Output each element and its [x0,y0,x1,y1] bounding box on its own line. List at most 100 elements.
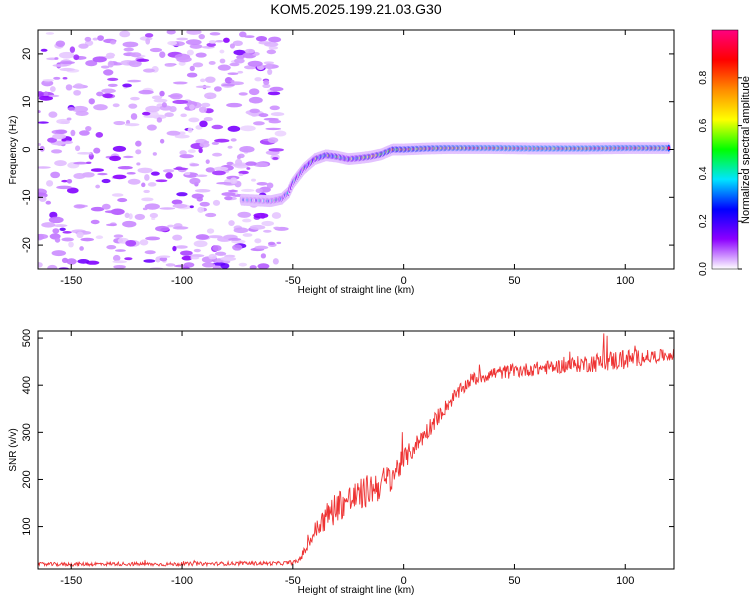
spectrogram-noise-blob [135,149,142,155]
spectrogram-noise-blob [153,98,168,103]
spectrogram-noise-blob [228,237,242,241]
spectrogram-noise-blob [253,212,269,219]
spectrogram-noise-blob [164,112,174,118]
spectrogram-noise-blob [208,253,217,260]
spectrogram-noise-blob [68,241,74,248]
spectrogram-noise-blob [268,119,282,124]
spectrogram-noise-blob [254,238,262,244]
spectrogram-noise-blob [208,60,216,65]
spectrogram-noise-blob [189,43,203,49]
spectrogram-noise-blob [237,153,245,159]
spectrogram-noise-blob [52,228,60,234]
spectrogram-y-ticks: -20 -10 0 10 20 [21,48,674,253]
spectrogram-noise-blob [112,145,127,152]
spectrogram-noise-blob [61,237,74,242]
spectrogram-noise-blob [50,171,61,179]
spectrogram-noise-blob [76,231,84,239]
spectrogram-noise-blob [117,198,128,203]
spectrogram-noise-blob [180,113,187,118]
spectrogram-noise-blob [238,92,248,96]
y-tick-label: 0 [21,146,33,152]
spectrogram-noise-blob [51,149,63,154]
spectrogram-noise-blob [187,149,196,154]
spectrogram-x-label: Height of straight line (km) [298,285,415,296]
spectrogram-noise-blob [143,259,156,263]
spectrogram-noise-blob [198,34,205,40]
spectrogram-noise-blob [51,250,67,257]
spectrogram-noise-blob [214,138,230,143]
x-tick-label: -150 [60,275,82,287]
snr-y-label: SNR (v/v) [8,428,19,471]
snr-series-line [38,333,674,568]
spectrogram-noise-blob [73,204,86,209]
spectrogram-noise-blob [236,54,245,60]
spectrogram-noise-blob [90,168,104,172]
spectrogram-noise-blob [155,256,161,263]
spectrogram-noise-blob [267,137,279,144]
x-tick-label: 0 [401,275,407,287]
spectrogram-noise-blob [267,68,273,76]
spectrogram-noise-blob [232,40,243,47]
spectrogram-noise-blob [48,94,60,98]
spectrogram-noise-blob [100,65,110,69]
spectrogram-noise-blob [47,137,57,143]
spectrogram-noise-blob [212,265,222,269]
spectrogram-noise-blob [165,172,173,179]
spectrogram-noise-blob [66,117,72,121]
spectrogram-noise-blob [224,77,233,84]
spectrogram-noise-blob [176,37,189,41]
spectrogram-noise-blob [147,182,157,187]
spectrogram-noise-blob [48,216,64,224]
spectrogram-noise-blob [143,189,150,194]
spectrogram-noise-blob [269,105,280,111]
spectrogram-noise-blob [256,181,268,186]
spectrogram-noise-blob [136,58,150,62]
spectrogram-noise-blob [265,63,273,70]
spectrogram-noise-blob [88,98,95,105]
spectrogram-noise-blob [130,113,138,120]
spectrogram-noise-blob [45,32,55,35]
x-tick-label: 100 [616,575,634,587]
spectrogram-noise-blob [124,257,133,261]
spectrogram-noise-blob [223,37,230,43]
spectrogram-noise-blob [39,145,45,152]
spectrogram-noise-blob [189,65,195,72]
spectrogram-noise-blob [237,70,244,74]
spectrogram-noise-blob [249,108,260,114]
spectrogram-noise-blob [251,178,256,182]
spectrogram-noise-blob [146,124,157,131]
spectrogram-noise-blob [54,237,61,243]
spectrogram-noise-blob [113,120,126,126]
spectrogram-noise-blob [189,163,200,167]
spectrogram-noise-blob [185,39,202,46]
spectrogram-noise-blob [158,255,171,259]
spectrogram-noise-blob [194,189,211,193]
spectrogram-noise-blob [250,112,258,117]
spectrogram-noise-blob [242,218,252,223]
spectrogram-noise-blob [187,127,193,133]
spectrogram-noise-blob [176,56,192,63]
y-tick-label: -10 [21,189,33,205]
spectrogram-noise-blob [66,258,77,265]
spectrogram-noise-blob [164,63,175,67]
spectrogram-noise-blob [172,226,189,230]
spectrogram-noise-blob [145,236,161,241]
spectrogram-noise-blob [53,224,68,228]
spectrogram-noise-blob [84,36,92,42]
spectrogram-noise-blob [58,51,75,59]
spectrogram-noise-blob [240,125,256,132]
spectrogram-noise-blob [105,223,118,227]
spectrogram-noise-blob [143,115,159,119]
spectrogram-noise-blob [136,162,141,166]
spectrogram-noise-blob [199,201,210,207]
spectrogram-noise-blob [181,255,193,261]
spectrogram-noise-blob [130,52,142,58]
spectrogram-noise-blob [186,30,202,35]
spectrogram-noise-blob [214,251,227,256]
spectrogram-noise-blob [233,227,249,234]
spectrogram-noise-blob [221,192,236,197]
spectrogram-noise-blob [56,118,70,125]
spectrogram-noise-blob [195,85,211,89]
